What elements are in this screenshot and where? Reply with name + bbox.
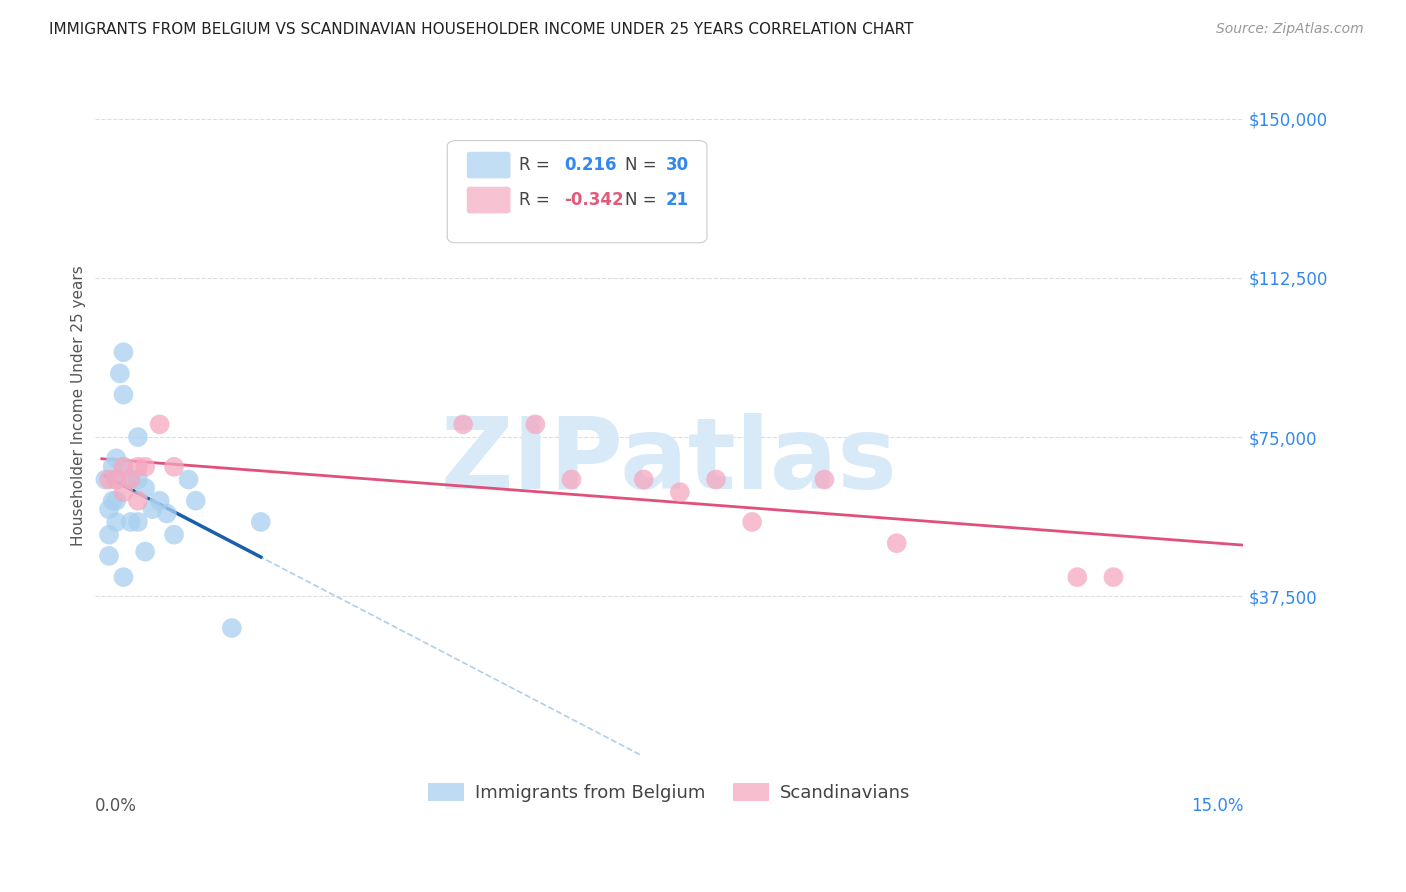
Text: R =: R = — [519, 156, 550, 174]
Point — [101, 459, 124, 474]
Point — [221, 621, 243, 635]
Point — [112, 485, 135, 500]
Text: 30: 30 — [665, 156, 689, 174]
Point — [105, 473, 128, 487]
Point — [1066, 570, 1088, 584]
Text: 0.0%: 0.0% — [94, 797, 136, 815]
Point — [108, 367, 131, 381]
Point — [105, 451, 128, 466]
Point — [560, 473, 582, 487]
Point — [127, 493, 149, 508]
Text: Source: ZipAtlas.com: Source: ZipAtlas.com — [1216, 22, 1364, 37]
FancyBboxPatch shape — [467, 186, 510, 213]
Point — [127, 515, 149, 529]
Point — [524, 417, 547, 432]
Point — [741, 515, 763, 529]
Point — [134, 544, 156, 558]
Point — [163, 459, 186, 474]
Point — [98, 549, 121, 563]
Point — [141, 502, 163, 516]
Text: IMMIGRANTS FROM BELGIUM VS SCANDINAVIAN HOUSEHOLDER INCOME UNDER 25 YEARS CORREL: IMMIGRANTS FROM BELGIUM VS SCANDINAVIAN … — [49, 22, 914, 37]
Point — [127, 430, 149, 444]
Point — [98, 502, 121, 516]
Point — [127, 473, 149, 487]
Legend: Immigrants from Belgium, Scandinavians: Immigrants from Belgium, Scandinavians — [420, 775, 917, 809]
Point — [704, 473, 727, 487]
Point — [149, 417, 172, 432]
Point — [105, 515, 128, 529]
Point — [120, 473, 142, 487]
Point — [177, 473, 200, 487]
Point — [112, 345, 135, 359]
Point — [112, 459, 135, 474]
Point — [886, 536, 908, 550]
Point — [105, 493, 128, 508]
Point — [134, 459, 156, 474]
Point — [149, 493, 172, 508]
Point — [451, 417, 474, 432]
Point — [134, 481, 156, 495]
Text: 0.216: 0.216 — [564, 156, 617, 174]
Text: 15.0%: 15.0% — [1191, 797, 1243, 815]
FancyBboxPatch shape — [447, 141, 707, 243]
Point — [633, 473, 655, 487]
Point — [184, 493, 207, 508]
Point — [669, 485, 692, 500]
Point — [249, 515, 271, 529]
Point — [1102, 570, 1125, 584]
Point — [94, 473, 117, 487]
Point — [163, 527, 186, 541]
Point — [112, 387, 135, 401]
Point — [127, 459, 149, 474]
FancyBboxPatch shape — [467, 152, 510, 178]
Point — [112, 459, 135, 474]
Text: -0.342: -0.342 — [564, 191, 624, 209]
Point — [98, 473, 121, 487]
Point — [120, 473, 142, 487]
Text: 21: 21 — [665, 191, 689, 209]
Point — [120, 515, 142, 529]
Text: N =: N = — [626, 156, 657, 174]
Point — [156, 507, 179, 521]
Text: R =: R = — [519, 191, 550, 209]
Point — [105, 473, 128, 487]
Point — [112, 570, 135, 584]
Text: ZIPatlas: ZIPatlas — [440, 413, 897, 509]
Text: N =: N = — [626, 191, 657, 209]
Point — [813, 473, 835, 487]
Point — [101, 493, 124, 508]
Point — [98, 527, 121, 541]
Y-axis label: Householder Income Under 25 years: Householder Income Under 25 years — [72, 265, 86, 546]
